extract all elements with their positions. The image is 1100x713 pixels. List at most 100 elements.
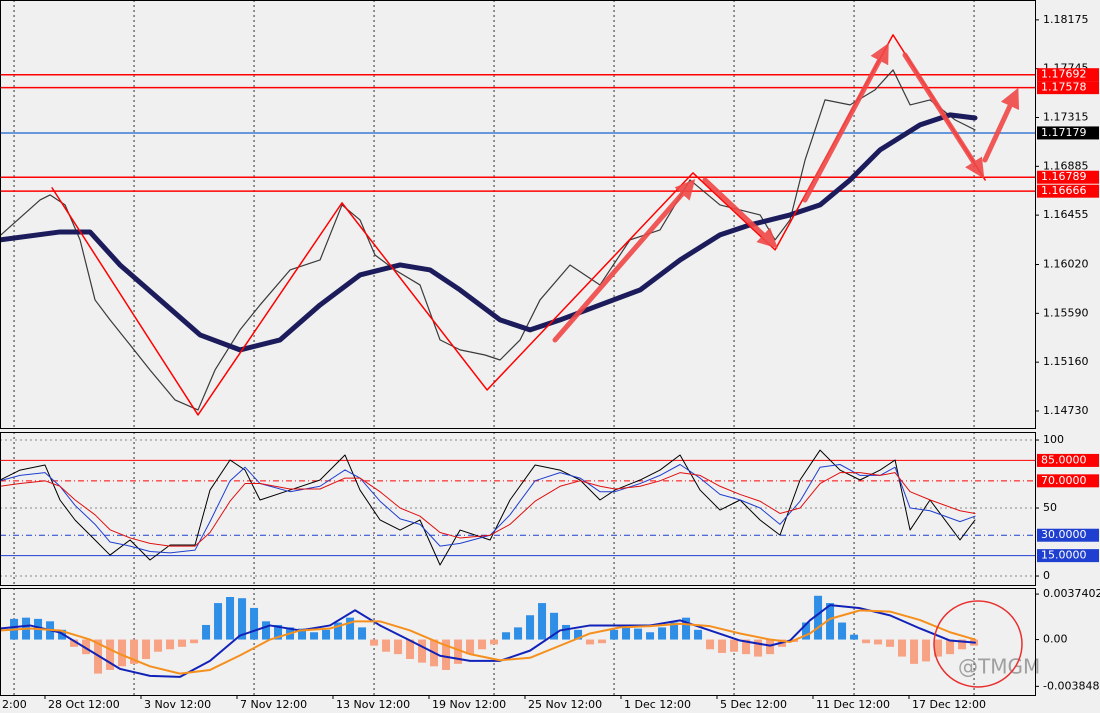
histogram-bar <box>634 628 643 640</box>
level-label: 15.0000 <box>1041 549 1087 562</box>
histogram-bar <box>730 639 739 652</box>
x-tick-label: 28 Oct 12:00 <box>48 698 120 711</box>
histogram-bar <box>622 624 631 640</box>
y-tick-label: 1.14730 <box>1043 404 1089 417</box>
y-tick-label: 1.18175 <box>1043 13 1089 26</box>
series-line <box>0 472 976 547</box>
arrow <box>902 52 985 179</box>
y-tick-label: 1.16885 <box>1043 159 1089 172</box>
frames <box>0 0 1036 696</box>
histogram-bar <box>598 639 607 644</box>
histogram-bar <box>742 639 751 655</box>
level-label: 1.16666 <box>1041 184 1087 197</box>
histogram-bar <box>154 639 163 652</box>
histogram-bar <box>106 639 115 670</box>
x-tick-label: 2:00 <box>2 698 27 711</box>
panel <box>0 432 1035 585</box>
annotation-arrows <box>552 42 1020 343</box>
level-label-box <box>1037 474 1099 488</box>
histogram-bar <box>958 639 967 650</box>
level-label: 1.16789 <box>1041 170 1087 183</box>
watermark: @TMGM <box>958 655 1040 679</box>
histogram-bar <box>466 639 475 655</box>
histogram-bar <box>850 634 859 640</box>
series-line <box>0 69 976 411</box>
histogram-bar <box>226 596 235 640</box>
histogram-bar <box>610 629 619 640</box>
histogram-bar <box>814 595 823 640</box>
histogram-bar <box>406 639 415 660</box>
histogram-bar <box>478 639 487 650</box>
histogram-bar <box>250 607 259 640</box>
histogram-bar <box>490 639 499 645</box>
x-tick-label: 19 Nov 12:00 <box>432 698 506 711</box>
histogram-bar <box>646 632 655 640</box>
series-line <box>0 449 976 566</box>
histogram-bar <box>754 639 763 657</box>
histogram-bar <box>394 639 403 655</box>
level-label: 85.0000 <box>1041 453 1087 466</box>
histogram-bar <box>946 639 955 655</box>
x-tick-label: 1 Dec 12:00 <box>624 698 691 711</box>
histogram-bar <box>838 622 847 640</box>
histogram-bar <box>190 639 199 644</box>
histogram-bar <box>142 639 151 660</box>
histogram-bar <box>550 612 559 640</box>
level-label: 30.0000 <box>1041 528 1087 541</box>
histogram-bar <box>178 639 187 647</box>
histogram-bar <box>202 624 211 640</box>
histogram-bar <box>862 639 871 644</box>
histogram-bar <box>670 622 679 640</box>
y-tick-label: -0.0038485 <box>1043 679 1100 692</box>
level-label: 1.17578 <box>1041 81 1087 94</box>
histogram-bar <box>526 615 535 640</box>
price-frame <box>0 0 1036 429</box>
level-label: 1.17179 <box>1041 126 1087 139</box>
histogram-bar <box>298 628 307 640</box>
histogram-bar <box>922 639 931 662</box>
histogram-bar <box>886 639 895 647</box>
y-tick-label: 1.16020 <box>1043 258 1089 271</box>
y-tick-label: 0.00 <box>1043 633 1068 646</box>
histogram-bar <box>346 617 355 640</box>
arrow <box>982 87 1020 163</box>
x-tick-label: 5 Dec 12:00 <box>720 698 787 711</box>
histogram-bar <box>766 639 775 655</box>
x-tick-label: 3 Nov 12:00 <box>144 698 211 711</box>
histogram-bar <box>574 629 583 640</box>
x-tick-label: 17 Dec 12:00 <box>912 698 986 711</box>
histogram-bar <box>454 639 463 664</box>
level-label-box <box>1037 68 1099 82</box>
histogram-bar <box>706 639 715 650</box>
histogram-bar <box>694 629 703 640</box>
histogram-bar <box>910 639 919 664</box>
level-label: 1.17692 <box>1041 68 1087 81</box>
histogram-bar <box>214 603 223 640</box>
level-label-box <box>1037 453 1099 467</box>
y-tick-label: 1.15590 <box>1043 306 1089 319</box>
histogram-bar <box>802 622 811 640</box>
histogram-bar <box>274 624 283 640</box>
x-tick-label: 13 Nov 12:00 <box>336 698 410 711</box>
histogram-bar <box>898 639 907 657</box>
histogram-bar <box>826 603 835 640</box>
level-label-box <box>1037 528 1099 542</box>
series-line <box>0 112 978 353</box>
stochastic-frame <box>0 432 1036 586</box>
y-tick-label: 50 <box>1043 501 1057 514</box>
histogram-bar <box>70 639 79 647</box>
histogram-bar <box>334 622 343 640</box>
level-label-box <box>1037 170 1099 184</box>
histogram-bar <box>322 629 331 640</box>
y-tick-label: 1.15160 <box>1043 355 1089 368</box>
histogram-bar <box>514 627 523 640</box>
level-label-box <box>1037 126 1099 140</box>
histogram-bar <box>130 639 139 664</box>
histogram-bar <box>370 639 379 646</box>
y-tick-label: 0 <box>1043 569 1050 582</box>
histogram-bar <box>310 632 319 640</box>
histogram-bar <box>658 627 667 640</box>
histogram-bar <box>418 639 427 663</box>
